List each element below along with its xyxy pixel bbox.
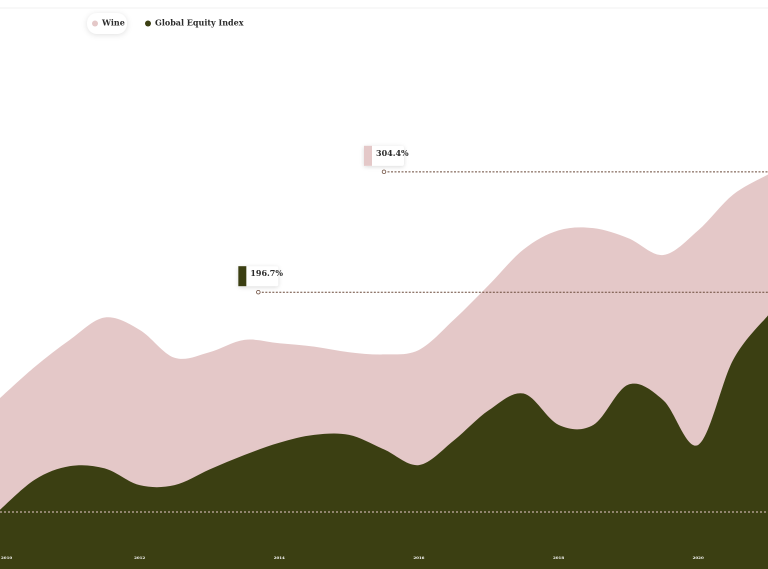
area [0,315,768,540]
annotation-label: 196.7% [250,268,283,278]
x-tick-label: 2014 [274,555,285,560]
legend-pill [87,13,127,34]
legend-label: Wine [101,18,125,28]
legend-label: Global Equity Index [155,18,244,28]
annotation-label: 304.4% [376,148,409,158]
x-tick-label: 2016 [413,555,424,560]
annotation-swatch [364,145,372,166]
annotation-dot [256,289,261,295]
x-tick-label: 2010 [1,555,12,560]
legend-swatch [92,20,98,27]
floor-band [0,540,768,569]
annotation-dot [381,169,387,175]
annotation-card [238,266,279,287]
x-tick-label: 2018 [553,555,564,560]
annotation-swatch [238,266,247,287]
x-tick-label: 2012 [134,555,145,560]
plot: 304.4% 196.7% [0,145,768,569]
legend: Wine Global Equity Index [87,13,244,34]
x-tick-label: 2020 [693,555,704,560]
annotation-card [364,145,404,166]
legend-swatch [145,20,151,27]
